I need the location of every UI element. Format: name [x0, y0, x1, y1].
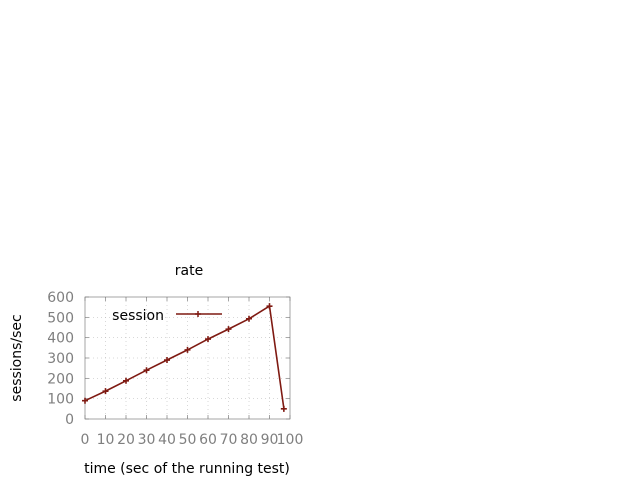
data-point-marker [225, 326, 232, 333]
data-point-marker [246, 315, 252, 322]
x-tick-label: 20 [117, 432, 135, 448]
x-tick-label: 70 [220, 432, 238, 448]
data-point-marker [102, 388, 109, 395]
x-tick-label: 80 [240, 432, 258, 448]
data-point-marker [164, 357, 170, 364]
x-tick-label: 10 [97, 432, 115, 448]
data-point-marker [82, 397, 88, 404]
legend-marker-session [195, 311, 201, 317]
x-tick-label: 50 [179, 432, 197, 448]
x-tick-label: 60 [199, 432, 217, 448]
x-tick-label: 100 [277, 432, 304, 448]
y-tick-label: 600 [47, 290, 74, 306]
legend: session [112, 308, 222, 324]
data-point-marker [143, 367, 150, 374]
data-point-marker [123, 377, 129, 384]
y-tick-label: 500 [47, 310, 74, 326]
y-axis: 0 100 200 300 400 500 600 [47, 290, 290, 428]
x-tick-label: 0 [81, 432, 90, 448]
series-session [82, 303, 287, 412]
x-tick-label: 30 [138, 432, 156, 448]
data-point-marker [280, 405, 287, 412]
legend-label-session: session [112, 308, 164, 324]
y-tick-label: 400 [47, 331, 74, 347]
data-point-marker [205, 336, 211, 343]
x-tick-label: 90 [261, 432, 279, 448]
data-point-marker [184, 346, 191, 353]
y-tick-label: 100 [47, 392, 74, 408]
data-point-marker [266, 303, 273, 310]
chart-title: rate [175, 263, 203, 279]
y-tick-label: 200 [47, 371, 74, 387]
x-tick-label: 40 [158, 432, 176, 448]
y-tick-label: 300 [47, 351, 74, 367]
x-axis-label: time (sec of the running test) [84, 461, 290, 477]
y-axis-label: sessions/sec [9, 314, 25, 401]
y-tick-label: 0 [65, 412, 74, 428]
